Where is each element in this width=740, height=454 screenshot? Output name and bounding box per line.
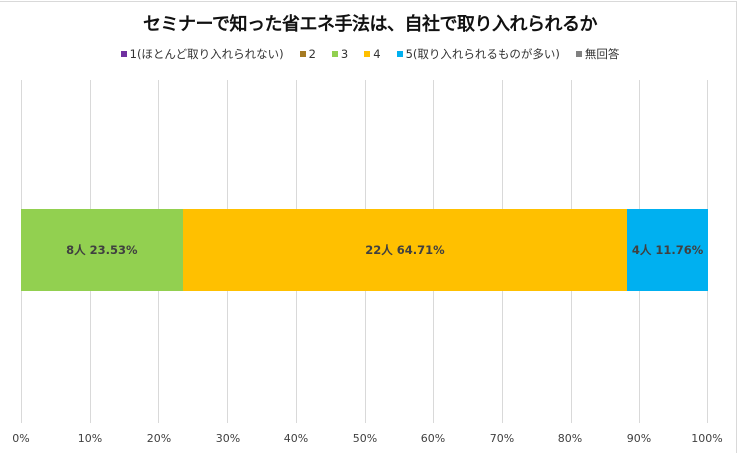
x-tick: 20%	[146, 432, 172, 445]
x-tick: 70%	[489, 432, 515, 445]
x-tick: 0%	[12, 432, 30, 445]
legend-item-4: 4	[364, 46, 381, 62]
legend-label: 4	[373, 47, 381, 61]
chart-title: セミナーで知った省エネ手法は、自社で取り入れられるか	[143, 14, 597, 35]
legend-item-3: 3	[331, 46, 349, 62]
legend-label: 2	[308, 47, 316, 61]
x-tick: 90%	[626, 432, 652, 445]
legend-swatch-icon	[575, 51, 582, 57]
legend-swatch-icon	[120, 51, 127, 57]
legend-swatch-icon	[331, 51, 338, 57]
data-label: 4人 11.76%	[631, 243, 704, 257]
x-tick: 50%	[352, 432, 378, 445]
x-tick: 60%	[420, 432, 446, 445]
legend-item-5: 5(取り入れられるものが多い)	[396, 46, 560, 62]
data-label: 8人 23.53%	[66, 243, 138, 257]
bar-segment-4: 22人 64.71%	[182, 209, 628, 291]
data-label: 22人 64.71%	[365, 243, 445, 257]
x-tick: 100%	[691, 432, 723, 445]
legend-swatch-icon	[299, 51, 306, 57]
legend-swatch-icon	[396, 51, 403, 57]
legend-swatch-icon	[364, 51, 371, 57]
legend-label: 3	[340, 47, 349, 61]
legend: 1(ほとんど取り入れられない) 2 3 4 5(取り入れられるものが多い) 無回…	[0, 46, 740, 62]
legend-label: 5(取り入れられるものが多い)	[405, 47, 560, 61]
legend-label: 無回答	[584, 47, 620, 61]
bar-segment-3: 8人 23.53%	[21, 209, 183, 291]
x-tick: 10%	[77, 432, 103, 445]
x-tick: 30%	[215, 432, 241, 445]
legend-item-1: 1(ほとんど取り入れられない)	[120, 46, 284, 62]
bar-segment-5: 4人 11.76%	[627, 209, 708, 291]
legend-label: 1(ほとんど取り入れられない)	[129, 47, 284, 61]
x-tick: 40%	[283, 432, 309, 445]
x-tick: 80%	[557, 432, 583, 445]
plot-area: 8人 23.53% 22人 64.71% 4人 11.76%	[21, 80, 708, 423]
legend-item-2: 2	[299, 46, 316, 62]
legend-item-no-answer: 無回答	[575, 46, 620, 62]
